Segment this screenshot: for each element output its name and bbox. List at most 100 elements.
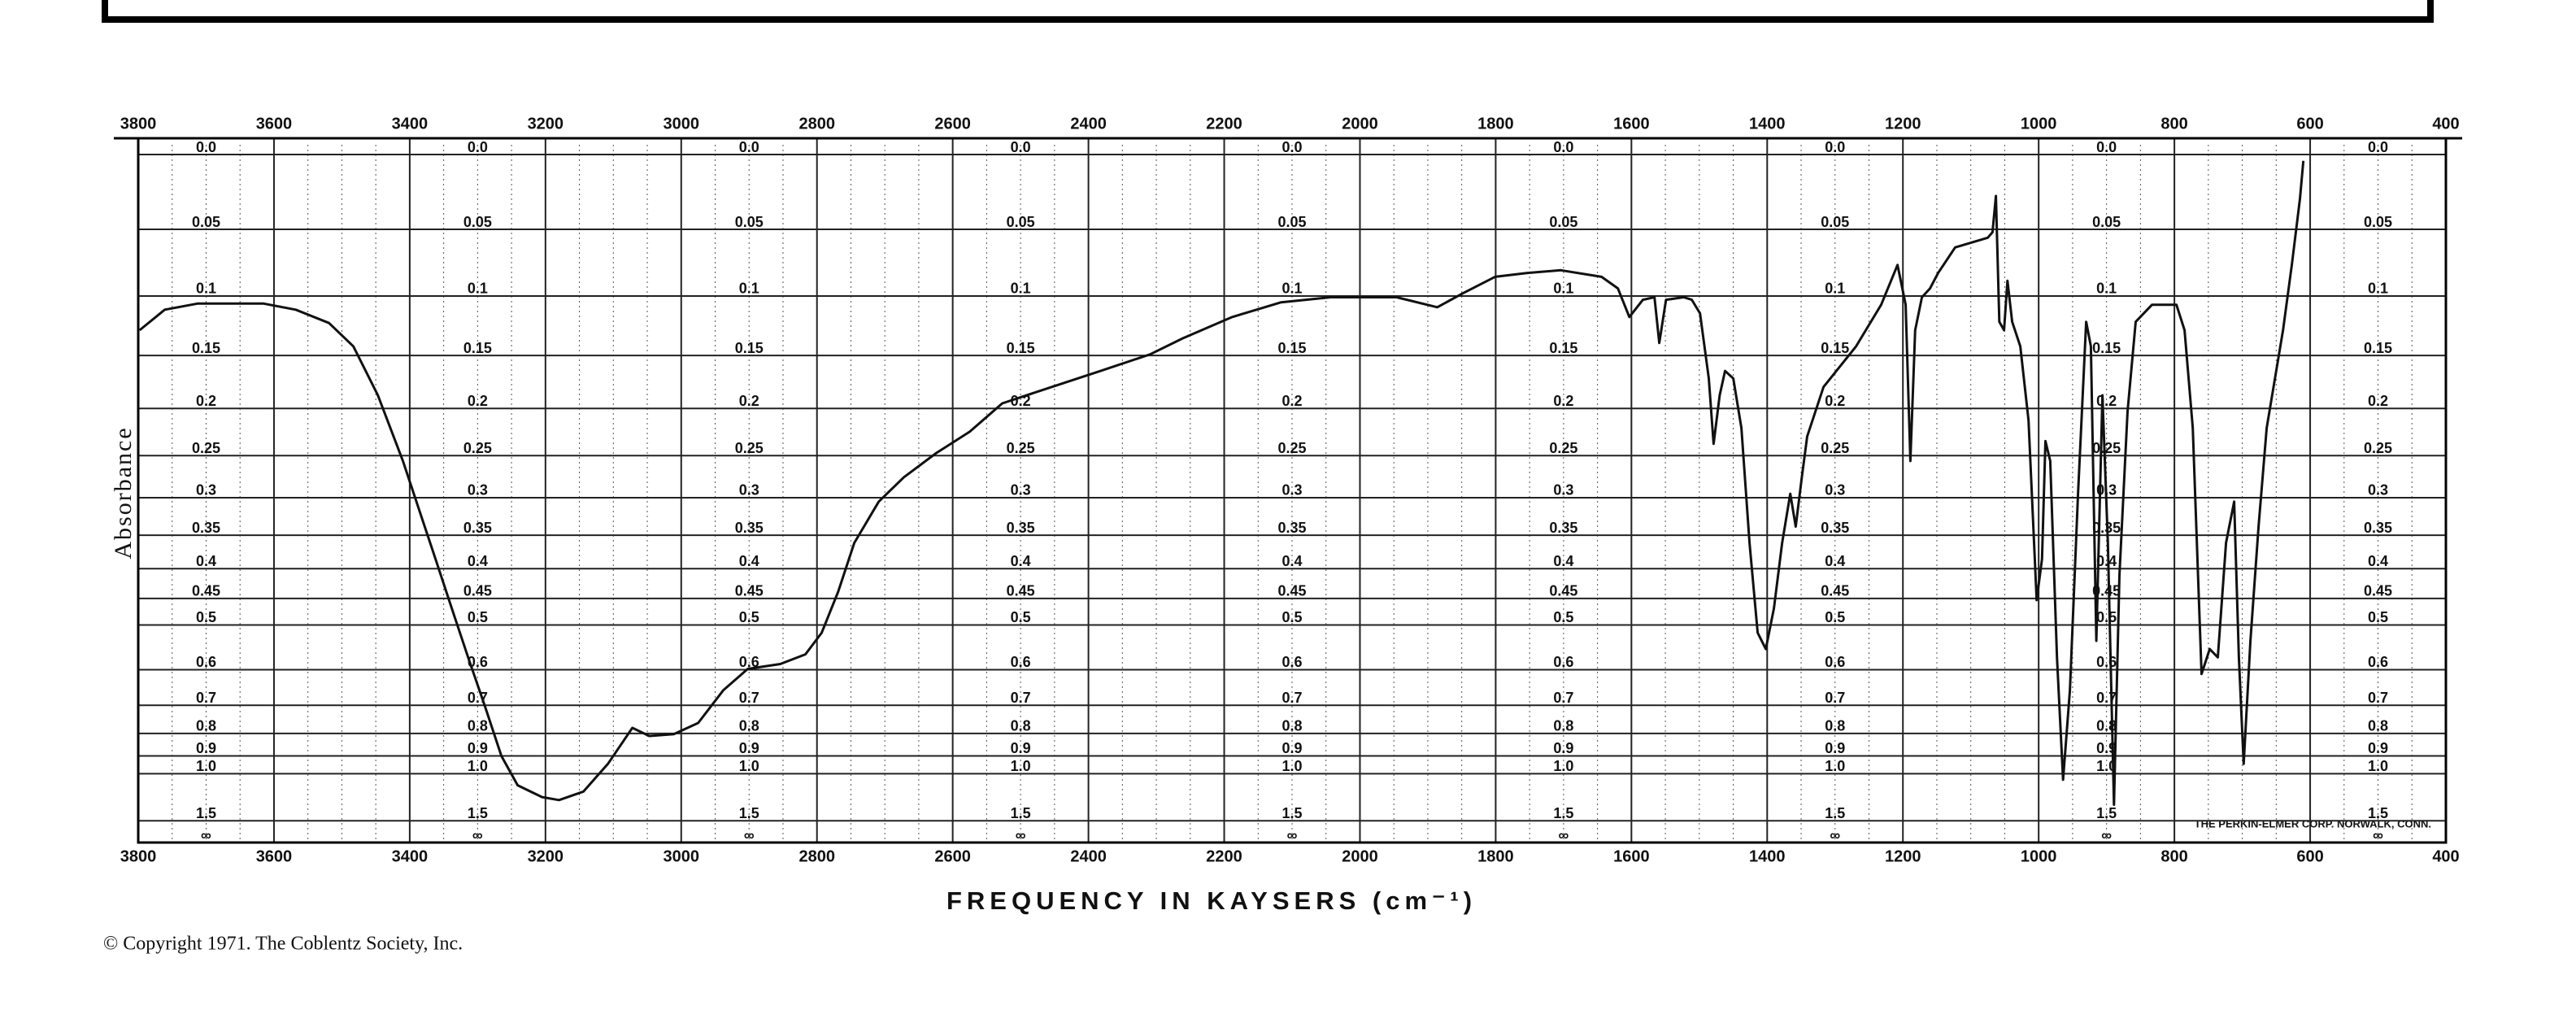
- y-tick-label: 0.7: [1825, 690, 1845, 706]
- x-tick-label-top: 600: [2296, 115, 2323, 133]
- y-tick-label: 0.2: [1553, 393, 1573, 409]
- y-tick-label: 0.05: [1821, 214, 1849, 230]
- y-tick-label: 0.1: [468, 281, 488, 297]
- y-tick-label: 0.05: [735, 214, 764, 230]
- y-tick-label: 0.45: [463, 583, 492, 599]
- y-tick-label: 0.4: [2096, 553, 2117, 569]
- y-tick-label: 1.5: [468, 805, 488, 821]
- y-tick-label: 0.3: [468, 482, 488, 499]
- x-tick-label-top: 3400: [392, 115, 429, 133]
- y-tick-label: 0.35: [1549, 520, 1577, 536]
- x-tick-label-top: 800: [2160, 115, 2187, 133]
- y-tick-label: 0.05: [192, 214, 220, 230]
- y-tick-label: 0.25: [1277, 440, 1306, 456]
- x-tick-label: 600: [2296, 847, 2323, 865]
- y-tick-label: 0.5: [1553, 609, 1573, 625]
- y-tick-label: 0.5: [2096, 609, 2117, 625]
- y-tick-label: 0.8: [1281, 718, 1302, 734]
- frame-bar: [102, 0, 2434, 23]
- y-tick-label: 0.25: [2092, 440, 2121, 456]
- y-tick-label: 0.1: [1825, 281, 1845, 297]
- y-tick-label: 0.1: [2368, 281, 2388, 297]
- x-tick-label-top: 1000: [2021, 115, 2057, 133]
- y-tick-label: 0.25: [1821, 440, 1849, 456]
- y-tick-label: 0.1: [1281, 281, 1302, 297]
- x-tick-label-top: 2000: [1342, 115, 1378, 133]
- x-tick-label-top: 2400: [1070, 115, 1107, 133]
- y-tick-label: 0.05: [1007, 214, 1035, 230]
- y-tick-label: 0.8: [196, 718, 216, 734]
- x-tick-label: 2600: [934, 847, 971, 865]
- x-tick-label: 3800: [120, 847, 157, 865]
- y-tick-label: 0.25: [463, 440, 492, 456]
- y-tick-label: 1.0: [1281, 758, 1302, 774]
- y-tick-label: 1.0: [739, 758, 759, 774]
- y-tick-label: 1.0: [1011, 758, 1031, 774]
- y-tick-label: 0.4: [468, 553, 488, 569]
- y-tick-label: 0.7: [196, 690, 216, 706]
- y-tick-label: 0.8: [2368, 718, 2388, 734]
- y-tick-label: 0.0: [1281, 139, 1302, 155]
- y-tick-label: 0.4: [1553, 553, 1573, 569]
- y-tick-label: 0.15: [463, 340, 492, 356]
- y-tick-label: 0.8: [1011, 718, 1031, 734]
- x-tick-label-top: 1600: [1613, 115, 1650, 133]
- y-tick-label: 1.5: [196, 805, 216, 821]
- y-tick-label: 0.3: [1553, 482, 1573, 499]
- y-tick-label: 0.45: [2364, 583, 2392, 599]
- y-tick-label: 1.0: [2096, 758, 2117, 774]
- y-tick-label: 0.6: [2368, 654, 2388, 670]
- y-tick-label: 0.4: [1011, 553, 1031, 569]
- x-tick-label: 1200: [1885, 847, 1921, 865]
- x-tick-label: 2200: [1206, 847, 1242, 865]
- x-tick-label: 3400: [392, 847, 429, 865]
- spectrum-line: [138, 160, 2305, 806]
- y-tick-label: 0.3: [1011, 482, 1031, 499]
- y-tick-label: ∞: [1016, 827, 1026, 843]
- y-tick-label: 0.3: [1825, 482, 1845, 499]
- y-tick-label: 0.6: [739, 654, 759, 670]
- y-tick-label: ∞: [2101, 827, 2112, 843]
- y-tick-label: 0.0: [2096, 139, 2117, 155]
- y-tick-label: 0.15: [1007, 340, 1035, 356]
- y-tick-label: 0.0: [1825, 139, 1845, 155]
- y-tick-label: 0.8: [1825, 718, 1845, 734]
- y-tick-label: 0.5: [739, 609, 759, 625]
- y-tick-label: 0.0: [468, 139, 488, 155]
- y-tick-label: 0.9: [1825, 740, 1845, 756]
- copyright: © Copyright 1971. The Coblentz Society, …: [103, 934, 463, 955]
- y-tick-label: 0.7: [2368, 690, 2388, 706]
- y-tick-label: 0.2: [1281, 393, 1302, 409]
- y-tick-label: 0.0: [196, 139, 216, 155]
- y-tick-label: 0.5: [1825, 609, 1845, 625]
- y-tick-label: 1.0: [2368, 758, 2388, 774]
- y-tick-label: 0.4: [739, 553, 759, 569]
- x-tick-label-top: 2600: [934, 115, 971, 133]
- y-tick-label: 0.2: [2096, 393, 2117, 409]
- y-tick-label: 0.35: [735, 520, 764, 536]
- y-tick-label: 0.05: [1549, 214, 1577, 230]
- y-tick-label: 0.15: [1821, 340, 1849, 356]
- y-tick-label: 0.35: [1821, 520, 1849, 536]
- x-tick-label-top: 1800: [1477, 115, 1514, 133]
- y-tick-label: 0.25: [2364, 440, 2392, 456]
- y-tick-label: 0.45: [1821, 583, 1849, 599]
- y-tick-label: 0.15: [1549, 340, 1577, 356]
- y-tick-label: 0.7: [1553, 690, 1573, 706]
- x-tick-label-top: 1400: [1749, 115, 1786, 133]
- y-tick-label: 0.9: [2368, 740, 2388, 756]
- y-tick-label: 0.05: [2092, 214, 2121, 230]
- y-tick-label: 0.45: [1549, 583, 1577, 599]
- x-tick-label: 3600: [256, 847, 293, 865]
- y-tick-label: 0.2: [739, 393, 759, 409]
- x-tick-label: 1400: [1749, 847, 1786, 865]
- y-tick-label: 0.0: [2368, 139, 2388, 155]
- y-tick-label: ∞: [1287, 827, 1298, 843]
- y-tick-label: 0.2: [468, 393, 488, 409]
- y-tick-label: 0.8: [2096, 718, 2117, 734]
- x-tick-label: 800: [2160, 847, 2187, 865]
- y-tick-label: 0.6: [1281, 654, 1302, 670]
- y-tick-label: 0.2: [2368, 393, 2388, 409]
- y-tick-label: 0.3: [739, 482, 759, 499]
